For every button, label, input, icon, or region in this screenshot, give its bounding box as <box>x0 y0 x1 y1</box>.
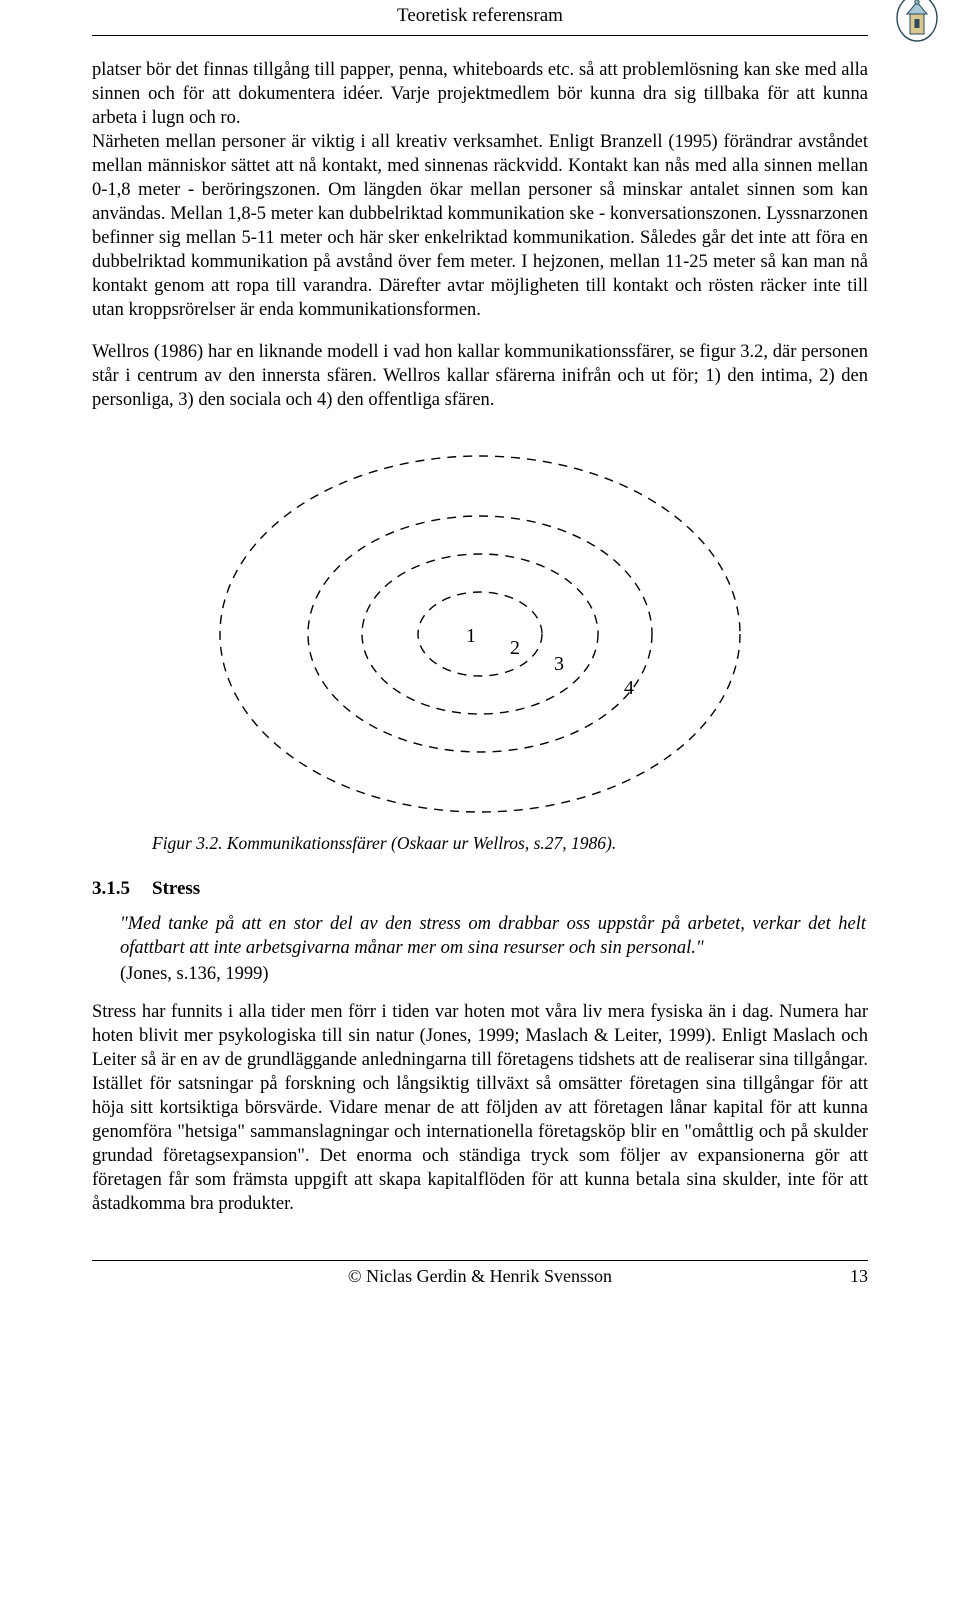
section-paragraph-1: Stress har funnits i alla tider men förr… <box>92 1000 868 1216</box>
page-footer: © Niclas Gerdin & Henrik Svensson 13 <box>92 1261 868 1300</box>
paragraph-2: Närheten mellan personer är viktig i all… <box>92 130 868 322</box>
section-quote-cite: (Jones, s.136, 1999) <box>120 962 868 986</box>
figure-3-2: 1 2 3 4 <box>92 446 868 822</box>
svg-text:1: 1 <box>466 625 476 647</box>
section-heading-stress: 3.1.5 Stress <box>92 877 868 902</box>
svg-text:2: 2 <box>510 637 520 659</box>
section-title: Stress <box>152 878 200 899</box>
paragraph-1: platser bör det finnas tillgång till pap… <box>92 58 868 130</box>
running-header: Teoretisk referensram <box>92 0 868 31</box>
section-quote: "Med tanke på att en stor del av den str… <box>120 912 868 960</box>
svg-text:3: 3 <box>554 653 564 675</box>
header-lighthouse-icon <box>896 0 938 42</box>
footer-copyright: © Niclas Gerdin & Henrik Svensson <box>348 1265 612 1288</box>
svg-text:4: 4 <box>624 677 634 699</box>
header-rule <box>92 35 868 36</box>
footer-page-number: 13 <box>850 1265 868 1288</box>
communication-spheres-diagram: 1 2 3 4 <box>200 446 760 822</box>
paragraph-3: Wellros (1986) har en liknande modell i … <box>92 340 868 412</box>
figure-caption: Figur 3.2. Kommunikationssfärer (Oskaar … <box>152 832 868 855</box>
section-number: 3.1.5 <box>92 878 130 899</box>
running-title: Teoretisk referensram <box>397 5 563 26</box>
